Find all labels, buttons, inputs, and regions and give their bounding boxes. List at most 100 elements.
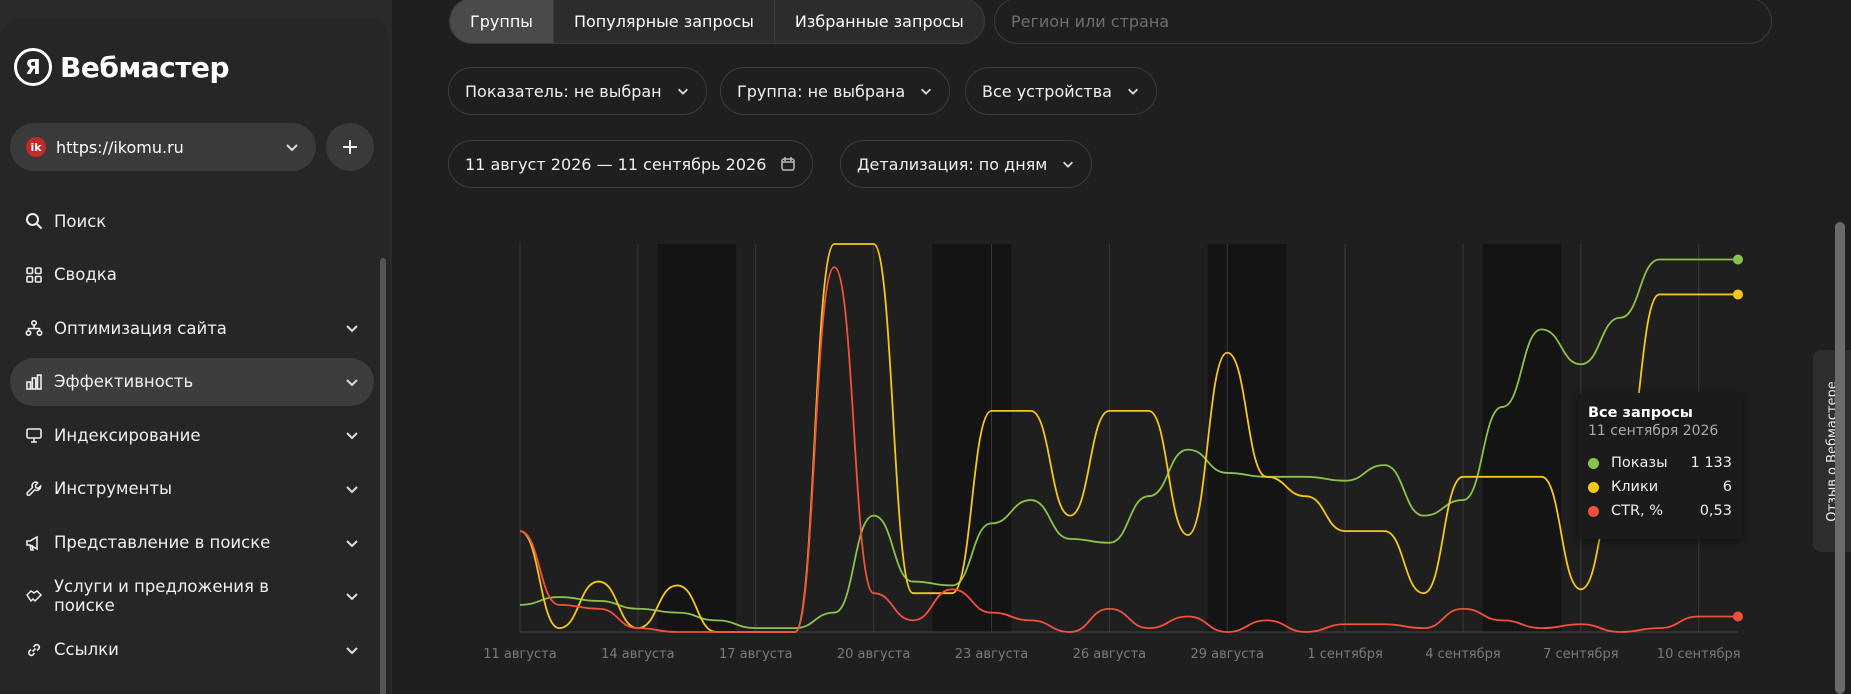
x-tick-label: 14 августа [601,647,675,662]
sidebar-item-3[interactable]: Эффективность [10,357,374,406]
tab-1[interactable]: Популярные запросы [554,0,775,43]
weekend-band [657,244,737,632]
indicator-label: Показатель: не выбран [465,81,662,101]
chevron-down-icon [921,88,932,95]
chevron-down-icon [346,593,358,601]
wrench-icon [24,479,44,499]
tab-0[interactable]: Группы [450,0,554,43]
series-point-0 [1733,254,1743,265]
tooltip-title: Все запросы [1588,405,1693,421]
sidebar-item-2[interactable]: Оптимизация сайта [10,304,374,352]
detail-label: Детализация: по дням [857,154,1048,174]
date-range-label: 11 август 2026 — 11 сентябрь 2026 [465,154,767,174]
devices-dropdown[interactable]: Все устройства [965,67,1157,115]
x-tick-label: 10 сентября [1657,647,1741,662]
tooltip-series-value: 6 [1722,479,1732,495]
grid-icon [24,265,44,285]
legend-dot-icon [1588,481,1599,493]
app-title: Вебмастер [60,50,230,84]
tab-group: Группы Популярные запросы Избранные запрос… [449,0,985,44]
series-point-1 [1733,289,1743,300]
link-icon [24,640,44,660]
sidebar-item-label: Эффективность [54,372,194,392]
sidebar-item-label: Ссылки [54,640,119,660]
tooltip-series-name: Клики [1611,479,1659,495]
handshake-icon [24,586,44,606]
x-tick-label: 20 августа [837,647,911,662]
x-tick-label: 26 августа [1073,647,1147,662]
indicator-dropdown[interactable]: Показатель: не выбран [448,67,707,115]
feedback-tab[interactable]: Отзыв о Вебмастере [1813,350,1851,552]
sidebar-item-1[interactable]: Сводка [10,251,374,299]
logo[interactable]: Я Вебмастер [14,48,230,86]
tooltip-series-value: 0,53 [1699,503,1732,519]
monitor-icon [24,425,44,445]
sidebar-item-label: Поиск [54,211,107,231]
sidebar-item-label: Инструменты [54,479,173,499]
sidebar-item-6[interactable]: Представление в поиске [10,519,374,567]
main-scrollbar[interactable] [1835,222,1845,694]
chevron-down-icon [346,539,358,547]
sidebar-item-5[interactable]: Инструменты [10,465,374,513]
sidebar: Я Вебмастер ik https://ikomu.ru Поиск Сво… [0,0,392,694]
sidebar-item-label: Индексирование [54,425,201,445]
series-line-0 [519,258,1738,630]
tooltip-series-name: Показы [1611,455,1668,471]
region-input[interactable]: Регион или страна [994,0,1772,44]
x-tick-label: 7 сентября [1543,647,1619,662]
weekend-band [1207,244,1287,632]
x-tick-label: 17 августа [719,647,793,662]
x-tick-label: 1 сентября [1307,647,1383,662]
x-tick-label: 23 августа [955,647,1029,662]
site-url: https://ikomu.ru [56,137,184,157]
chevron-down-icon [346,325,358,333]
sidebar-item-7[interactable]: Услуги и предложения в поиске [10,572,374,620]
tooltip-row: CTR, % 0,53 [1588,499,1732,523]
site-selector[interactable]: ik https://ikomu.ru [10,123,316,171]
main-content: Группы Популярные запросы Избранные запрос… [412,0,1851,694]
chevron-down-icon [286,144,298,152]
weekend-band [1482,244,1562,632]
tooltip-date: 11 сентября 2026 [1588,423,1719,439]
chevron-down-icon [346,486,358,494]
detail-dropdown[interactable]: Детализация: по дням [840,140,1093,188]
tooltip-series-value: 1 133 [1690,455,1732,471]
bar-chart-icon [24,372,44,392]
x-tick-label: 29 августа [1190,647,1264,662]
calendar-icon [781,157,796,171]
sidebar-scrollbar[interactable] [380,258,386,694]
chevron-down-icon [346,432,358,440]
group-label: Группа: не выбрана [737,81,906,101]
sidebar-item-label: Сводка [54,265,117,285]
megaphone-icon [24,533,44,553]
weekend-band [932,244,1012,632]
sidebar-item-label: Оптимизация сайта [54,318,227,338]
sidebar-item-label: Представление в поиске [54,533,271,553]
tab-2[interactable]: Избранные запросы [794,11,964,31]
sidebar-item-0[interactable]: Поиск [10,197,374,245]
search-icon [24,211,44,231]
chart-tooltip: Все запросы 11 сентября 2026 Показы 1 133… [1578,393,1742,539]
x-tick-label: 4 сентября [1425,647,1501,662]
series-line-2 [519,266,1738,633]
legend-dot-icon [1588,505,1599,517]
yandex-logo-icon: Я [14,48,52,86]
sidebar-item-4[interactable]: Индексирование [10,411,374,459]
performance-chart[interactable]: 11 августа 14 августа 17 августа 20 августа… [448,230,1748,694]
tooltip-series-name: CTR, % [1611,503,1664,519]
chevron-down-icon [1063,161,1074,168]
date-range-picker[interactable]: 11 август 2026 — 11 сентябрь 2026 [448,140,814,188]
tooltip-row: Показы 1 133 [1588,451,1732,475]
plus-icon [343,140,357,154]
sidebar-nav: Поиск Сводка Оптимизация сайта Эффективност… [10,197,374,679]
site-favicon-icon: ik [26,137,46,157]
chevron-down-icon [346,379,358,387]
add-site-button[interactable] [326,123,374,171]
devices-label: Все устройства [982,81,1112,101]
sidebar-item-label: Услуги и предложения в поиске [54,577,269,616]
group-dropdown[interactable]: Группа: не выбрана [720,67,951,115]
sidebar-item-8[interactable]: Ссылки [10,626,374,674]
legend-dot-icon [1588,457,1599,469]
chevron-down-icon [1127,88,1138,95]
